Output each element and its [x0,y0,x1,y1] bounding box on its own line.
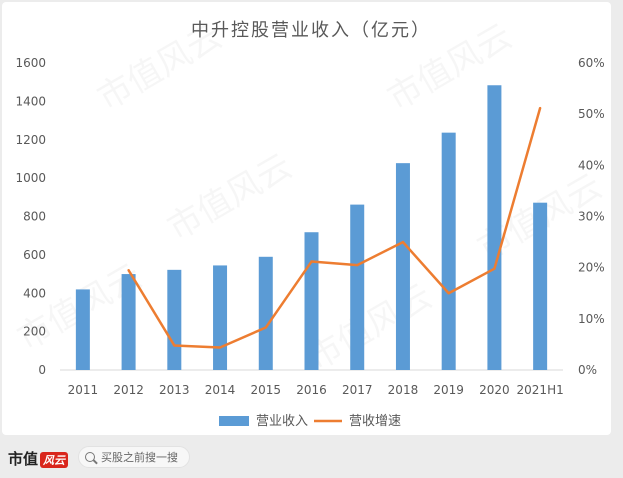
y-left-tick-label: 1200 [15,133,46,147]
x-tick-label: 2020 [479,383,510,397]
y-left-tick-label: 1600 [15,56,46,70]
y-right-tick-label: 40% [578,158,605,172]
y-right-tick-label: 60% [578,56,605,70]
legend-label-bar: 营业收入 [256,414,308,429]
x-tick-label: 2015 [250,383,281,397]
line-point [173,344,176,347]
line-point [127,269,130,272]
bar [121,274,136,370]
y-left-tick-label: 800 [23,210,46,224]
bar [304,232,319,370]
brand-badge: 风云 [40,452,69,468]
bar [167,269,182,370]
x-tick-label: 2012 [113,383,144,397]
y-right-tick-label: 20% [578,261,605,275]
growth-line [127,107,542,349]
y-left-tick-label: 600 [23,248,46,262]
x-tick-label: 2016 [296,383,327,397]
y-right-tick-label: 30% [578,210,605,224]
bar [75,289,90,370]
x-tick-label: 2017 [342,383,373,397]
legend-swatch-bar [219,416,249,426]
revenue-chart: 中升控股营业收入（亿元） 0 200 400 600 800 1000 1200 1400 160… [15,20,605,429]
brand-text: 市值 [8,450,39,468]
line-point [356,263,359,267]
x-tick-label: 2021H1 [517,383,564,397]
bar [487,85,502,370]
search-icon [85,452,95,462]
bar [213,265,228,370]
line-point [218,346,222,349]
y-left-tick-label: 200 [23,325,46,339]
line-point [401,240,405,244]
bar [441,132,456,370]
chart-title: 中升控股营业收入（亿元） [191,20,431,41]
y-right-tick-label: 50% [578,107,605,121]
x-tick-label: 2011 [68,383,99,397]
x-tick-label: 2013 [159,383,190,397]
brand-logo: 市值 风云 [8,448,69,469]
legend-label-line: 营收增速 [349,414,401,429]
y-left-tick-label: 1400 [15,94,46,108]
x-tick-label: 2019 [433,383,464,397]
bar [258,256,273,370]
y-right-tick-label: 10% [578,312,605,326]
bar [395,163,410,370]
line-point [538,106,542,110]
y-right-tick-label: 0% [578,363,597,377]
search-placeholder: 买股之前搜一搜 [101,451,178,464]
y-left-tick-label: 400 [23,286,46,300]
bar [350,204,365,370]
footer-bar: 市值 风云 买股之前搜一搜 [0,438,623,478]
bar [533,202,548,370]
y-left-tick-label: 1000 [15,171,46,185]
y-left-tick-label: 0 [38,363,46,377]
search-box[interactable]: 买股之前搜一搜 [78,446,190,468]
line-point [447,292,450,295]
line-point [310,260,313,263]
x-tick-label: 2014 [205,383,236,397]
line-point [493,267,496,270]
x-tick-label: 2018 [388,383,419,397]
line-point [264,326,267,329]
